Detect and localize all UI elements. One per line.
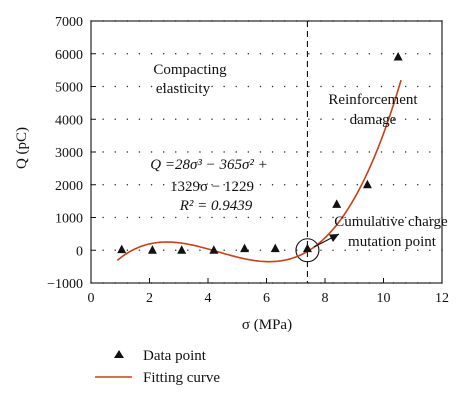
data-point-marker [393, 52, 403, 61]
mutation-point-circle [295, 238, 320, 263]
x-tick-label: 8 [322, 291, 329, 306]
y-tick-label: 0 [76, 244, 83, 259]
y-tick-label: 4000 [55, 113, 83, 128]
x-tick-label: 2 [146, 291, 153, 306]
y-tick-label: 7000 [55, 15, 83, 30]
annotation-fit-equation-cont: 1329σ − 1229 [170, 179, 254, 195]
x-tick-label: 0 [88, 291, 95, 306]
y-tick-label: 3000 [55, 146, 83, 161]
data-point-marker [147, 245, 157, 254]
data-points [117, 52, 403, 254]
x-axis-title: σ (MPa) [242, 317, 292, 333]
annotation-fit-equation: Q =28σ³ − 365σ² + [150, 157, 268, 173]
y-axis-title: Q (pC) [14, 127, 30, 169]
legend-triangle-marker [114, 350, 124, 358]
annotation-reinforcement: Reinforcement [328, 92, 418, 108]
data-point-marker [332, 199, 342, 208]
reference-line-layer [295, 21, 320, 283]
mutation-point-arrowhead [329, 234, 339, 242]
data-point-marker [270, 243, 280, 253]
x-tick-label: 4 [205, 291, 212, 306]
y-tick-label: 6000 [55, 48, 83, 63]
x-tick-label: 6 [263, 291, 270, 306]
annotation-cumulative-charge: Cumulative charge [334, 214, 448, 230]
x-tick-label: 12 [435, 291, 449, 306]
data-point-marker [209, 245, 219, 254]
annotation-compacting: Compacting [153, 62, 227, 78]
legend: Data point Fitting curve [95, 348, 220, 386]
x-tick-label: 10 [377, 291, 391, 306]
data-point-marker [302, 243, 312, 253]
annotation-damage: damage [350, 112, 397, 128]
fitting-curve [116, 79, 402, 263]
legend-data-point-label: Data point [143, 348, 207, 364]
data-point-marker [240, 243, 250, 253]
data-point-marker [362, 179, 372, 189]
annotation-mutation-point: mutation point [348, 234, 437, 250]
annotation-r-squared: R² = 0.9439 [179, 198, 253, 214]
annotation-elasticity: elasticity [156, 81, 211, 97]
y-tick-label: −1000 [47, 277, 83, 292]
fitting-curve-layer [116, 79, 402, 263]
legend-fitting-curve-label: Fitting curve [143, 370, 220, 386]
y-tick-label: 2000 [55, 179, 83, 194]
data-point-marker [177, 245, 187, 254]
axis-ticks: −1000 0 1000 2000 3000 4000 5000 6000 7000 0 2 4 6 8 1… [47, 15, 449, 306]
data-point-marker [117, 244, 127, 254]
y-tick-label: 1000 [55, 212, 83, 227]
y-tick-label: 5000 [55, 81, 83, 96]
